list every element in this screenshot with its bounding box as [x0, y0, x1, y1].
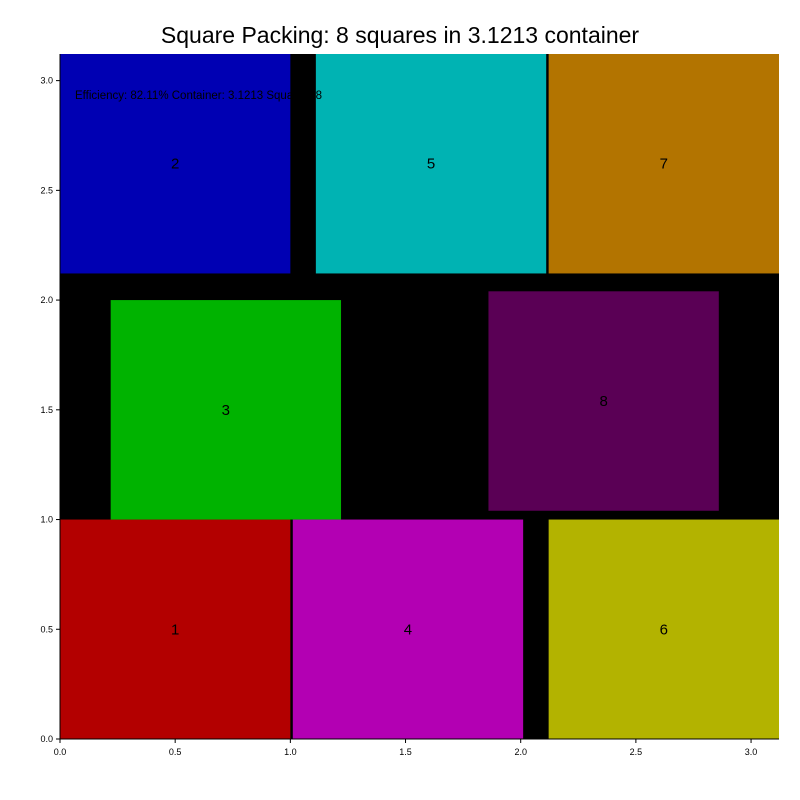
- square-label-2: 2: [171, 156, 179, 173]
- square-label-5: 5: [427, 156, 435, 173]
- x-tick-label: 0.0: [54, 747, 67, 757]
- y-tick-label: 0.5: [40, 624, 53, 634]
- efficiency-annotation: Efficiency: 82.11% Container: 3.1213 Squ…: [75, 90, 322, 102]
- plot-area: 1 2 3 4 5 6 7 8: [60, 54, 779, 739]
- square-label-3: 3: [222, 402, 230, 419]
- x-tick-label: 1.5: [399, 747, 412, 757]
- x-tick-label: 2.5: [630, 747, 643, 757]
- y-tick-label: 0.0: [40, 734, 53, 744]
- x-tick-label: 0.5: [169, 747, 182, 757]
- y-tick-label: 2.5: [40, 185, 53, 195]
- square-label-6: 6: [660, 621, 668, 638]
- y-tick-label: 2.0: [40, 295, 53, 305]
- square-label-8: 8: [599, 393, 607, 410]
- x-tick-label: 3.0: [745, 747, 758, 757]
- square-label-4: 4: [404, 621, 412, 638]
- y-tick-label: 3.0: [40, 76, 53, 86]
- y-tick-label: 1.5: [40, 405, 53, 415]
- x-tick-label: 1.0: [284, 747, 297, 757]
- square-label-1: 1: [171, 621, 179, 638]
- y-tick-label: 1.0: [40, 515, 53, 525]
- x-tick-label: 2.0: [514, 747, 527, 757]
- square-label-7: 7: [660, 156, 668, 173]
